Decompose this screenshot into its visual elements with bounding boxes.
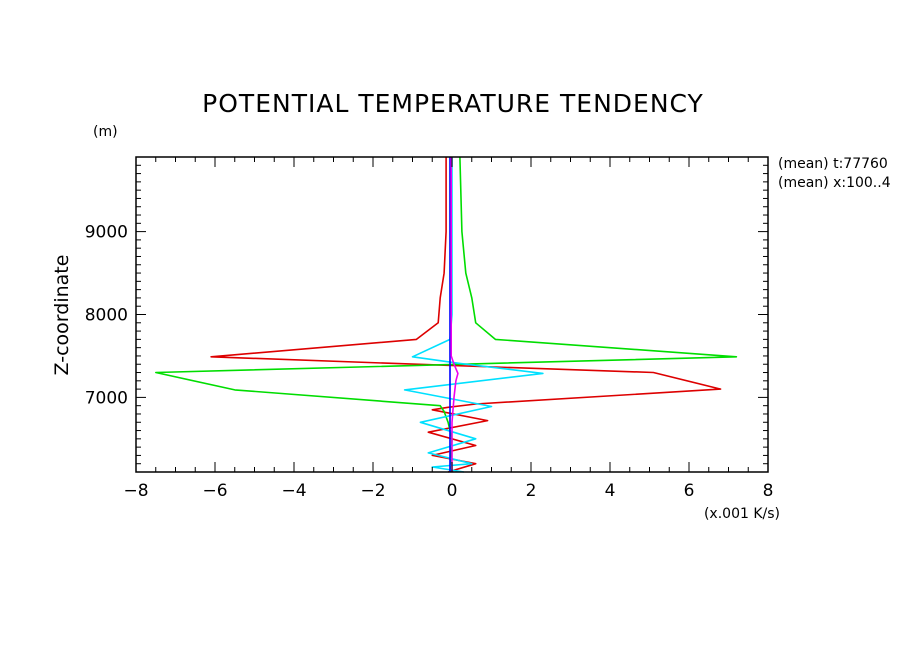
x-tick-label: 8 (763, 481, 774, 501)
x-tick-label: −6 (202, 481, 227, 501)
y-tick-label: 9000 (85, 223, 128, 243)
y-tick-label: 7000 (85, 388, 128, 408)
x-tick-label: −2 (360, 481, 385, 501)
y-axis-label: Z-coordinate (51, 255, 73, 376)
x-tick-label: −4 (281, 481, 306, 501)
x-tick-label: 4 (605, 481, 616, 501)
series-line-green (155, 156, 738, 473)
series-line-red (210, 157, 722, 473)
y-tick-label: 8000 (85, 306, 128, 326)
series-line-magenta (450, 157, 459, 472)
series-line-cyan (403, 157, 544, 473)
chart-title: POTENTIAL TEMPERATURE TENDENCY (202, 89, 704, 118)
annotation-time: (mean) t:77760 (778, 156, 888, 172)
annotation-x: (mean) x:100..4 (778, 175, 891, 191)
x-tick-label: −8 (123, 481, 148, 501)
x-axis-label: (x.001 K/s) (704, 506, 780, 522)
series-layer (155, 156, 738, 473)
x-tick-label: 6 (684, 481, 695, 501)
x-tick-label: 2 (526, 481, 537, 501)
axes-layer: −8 −6 −4 −2 0 2 4 6 8 7000 8000 9000 (85, 156, 774, 501)
y-units-label: (m) (93, 124, 118, 140)
x-tick-label: 0 (447, 481, 458, 501)
